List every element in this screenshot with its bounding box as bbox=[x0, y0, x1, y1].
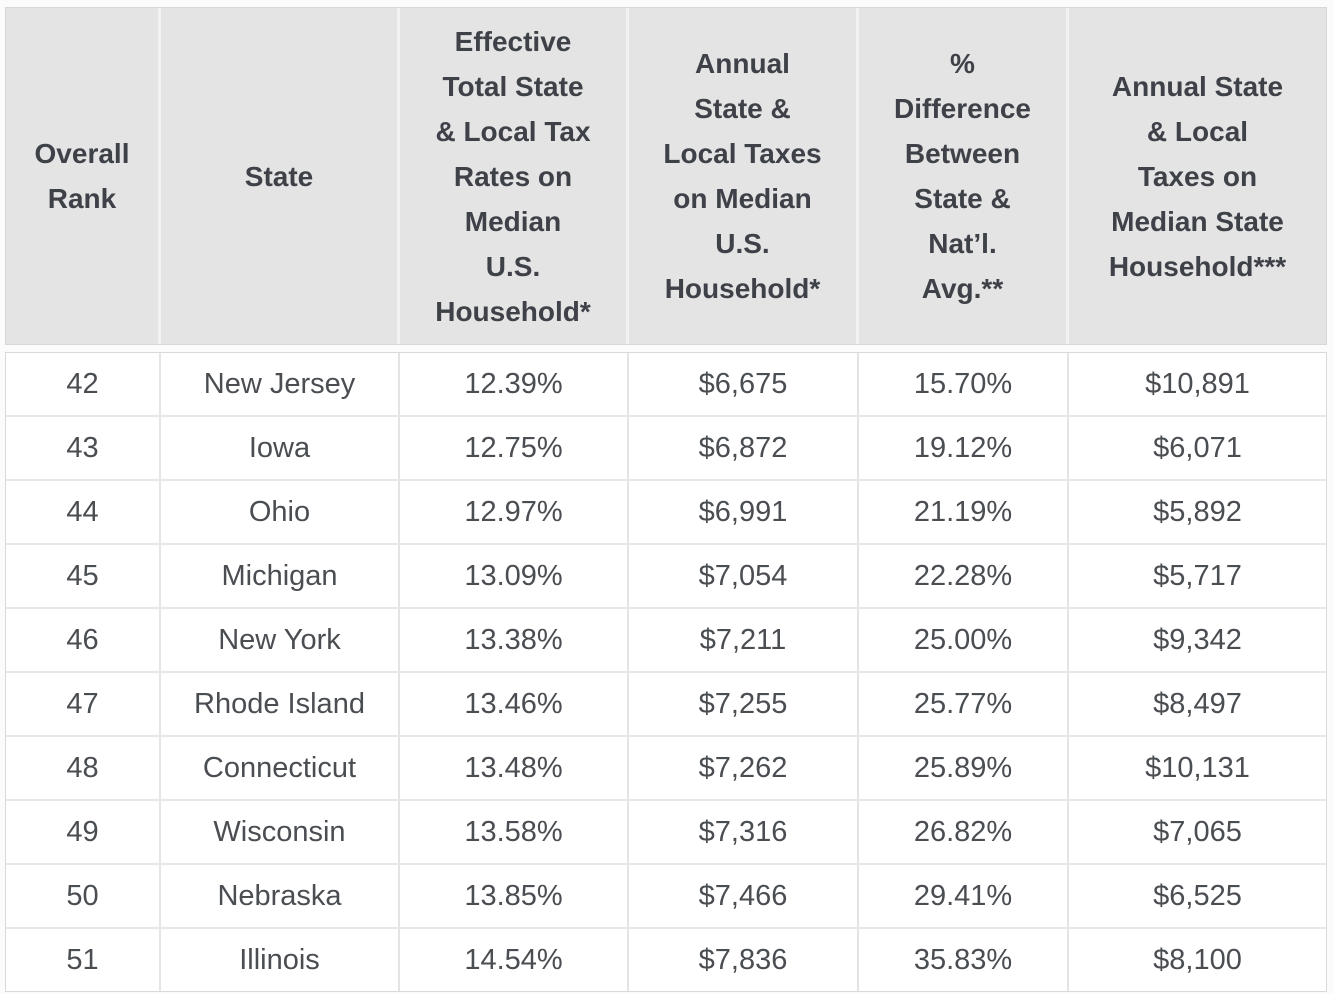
cell-state: Iowa bbox=[161, 417, 400, 479]
cell-state: New York bbox=[161, 609, 400, 671]
cell-rank: 50 bbox=[6, 865, 161, 927]
cell-annual-taxes-us-household: $6,675 bbox=[629, 353, 859, 415]
cell-state: Michigan bbox=[161, 545, 400, 607]
cell-rank: 42 bbox=[6, 353, 161, 415]
cell-pct-difference: 21.19% bbox=[859, 481, 1069, 543]
table-row: 44 Ohio 12.97% $6,991 21.19% $5,892 bbox=[6, 479, 1326, 543]
col-header-annual-taxes-us-household: Annual State & Local Taxes on Median U.S… bbox=[629, 8, 859, 344]
cell-pct-difference: 19.12% bbox=[859, 417, 1069, 479]
cell-annual-taxes-state-household: $8,497 bbox=[1153, 687, 1242, 720]
cell-state: Wisconsin bbox=[161, 801, 400, 863]
cell-annual-taxes-us-household: $7,316 bbox=[629, 801, 859, 863]
cell-rank: 49 bbox=[6, 801, 161, 863]
col-header-annual-taxes-state-household: Annual State & Local Taxes on Median Sta… bbox=[1108, 70, 1287, 282]
cell-state: Connecticut bbox=[161, 737, 400, 799]
cell-rank: 45 bbox=[6, 545, 161, 607]
cell-annual-taxes-us-household: $6,872 bbox=[629, 417, 859, 479]
cell-pct-difference: 26.82% bbox=[859, 801, 1069, 863]
cell-annual-taxes-state-household: $6,525 bbox=[1153, 879, 1242, 912]
cell-annual-taxes-us-household: $7,262 bbox=[629, 737, 859, 799]
cell-effective-tax-rate: 13.85% bbox=[400, 865, 629, 927]
cell-annual-taxes-us-household: $6,991 bbox=[629, 481, 859, 543]
cell-pct-difference: 15.70% bbox=[859, 353, 1069, 415]
table-row: 49 Wisconsin 13.58% $7,316 26.82% $7,065 bbox=[6, 799, 1326, 863]
cell-effective-tax-rate: 12.39% bbox=[400, 353, 629, 415]
cell-annual-taxes-state-household: $5,717 bbox=[1153, 559, 1242, 592]
cell-annual-taxes-us-household: $7,054 bbox=[629, 545, 859, 607]
table-row: 45 Michigan 13.09% $7,054 22.28% $5,717 bbox=[6, 543, 1326, 607]
table-row: 47 Rhode Island 13.46% $7,255 25.77% $8,… bbox=[6, 671, 1326, 735]
table-row: 46 New York 13.38% $7,211 25.00% $9,342 bbox=[6, 607, 1326, 671]
cell-annual-taxes-us-household: $7,466 bbox=[629, 865, 859, 927]
cell-pct-difference: 22.28% bbox=[859, 545, 1069, 607]
cell-effective-tax-rate: 13.48% bbox=[400, 737, 629, 799]
cell-annual-taxes-state-household: $10,891 bbox=[1145, 367, 1250, 400]
table-row: 51 Illinois 14.54% $7,836 35.83% $8,100 bbox=[6, 927, 1326, 991]
cell-rank: 51 bbox=[6, 929, 161, 991]
cell-pct-difference: 25.89% bbox=[859, 737, 1069, 799]
cell-rank: 43 bbox=[6, 417, 161, 479]
table-header-row: Overall Rank State Effective Total State… bbox=[5, 7, 1327, 345]
cell-rank: 47 bbox=[6, 673, 161, 735]
cell-annual-taxes-state-household: $8,100 bbox=[1153, 943, 1242, 976]
cell-effective-tax-rate: 13.09% bbox=[400, 545, 629, 607]
cell-state: Ohio bbox=[161, 481, 400, 543]
cell-effective-tax-rate: 12.75% bbox=[400, 417, 629, 479]
col-header-effective-tax-rate: Effective Total State & Local Tax Rates … bbox=[400, 8, 629, 344]
col-header-state: State bbox=[161, 8, 400, 344]
cell-rank: 44 bbox=[6, 481, 161, 543]
table-body: 42 New Jersey 12.39% $6,675 15.70% $10,8… bbox=[5, 352, 1327, 992]
col-header-overall-rank: Overall Rank bbox=[6, 8, 161, 344]
cell-effective-tax-rate: 13.58% bbox=[400, 801, 629, 863]
cell-pct-difference: 25.00% bbox=[859, 609, 1069, 671]
table-row: 50 Nebraska 13.85% $7,466 29.41% $6,525 bbox=[6, 863, 1326, 927]
cell-annual-taxes-state-household: $6,071 bbox=[1153, 431, 1242, 464]
cell-pct-difference: 29.41% bbox=[859, 865, 1069, 927]
table-row: 43 Iowa 12.75% $6,872 19.12% $6,071 bbox=[6, 415, 1326, 479]
cell-rank: 48 bbox=[6, 737, 161, 799]
cell-state: Rhode Island bbox=[161, 673, 400, 735]
cell-annual-taxes-us-household: $7,211 bbox=[629, 609, 859, 671]
cell-annual-taxes-us-household: $7,836 bbox=[629, 929, 859, 991]
cell-annual-taxes-state-household: $10,131 bbox=[1145, 751, 1250, 784]
cell-effective-tax-rate: 13.46% bbox=[400, 673, 629, 735]
cell-state: New Jersey bbox=[161, 353, 400, 415]
cell-pct-difference: 25.77% bbox=[859, 673, 1069, 735]
cell-annual-taxes-us-household: $7,255 bbox=[629, 673, 859, 735]
cell-pct-difference: 35.83% bbox=[859, 929, 1069, 991]
cell-state: Nebraska bbox=[161, 865, 400, 927]
cell-state: Illinois bbox=[161, 929, 400, 991]
col-header-pct-difference: % Difference Between State & Nat’l. Avg.… bbox=[859, 8, 1069, 344]
table-row: 48 Connecticut 13.48% $7,262 25.89% $10,… bbox=[6, 735, 1326, 799]
cell-annual-taxes-state-household: $7,065 bbox=[1153, 815, 1242, 848]
cell-effective-tax-rate: 13.38% bbox=[400, 609, 629, 671]
cell-effective-tax-rate: 14.54% bbox=[400, 929, 629, 991]
state-tax-table: Overall Rank State Effective Total State… bbox=[5, 7, 1327, 992]
cell-annual-taxes-state-household: $5,892 bbox=[1153, 495, 1242, 528]
cell-rank: 46 bbox=[6, 609, 161, 671]
cell-annual-taxes-state-household: $9,342 bbox=[1153, 623, 1242, 656]
table-row: 42 New Jersey 12.39% $6,675 15.70% $10,8… bbox=[6, 353, 1326, 415]
cell-effective-tax-rate: 12.97% bbox=[400, 481, 629, 543]
